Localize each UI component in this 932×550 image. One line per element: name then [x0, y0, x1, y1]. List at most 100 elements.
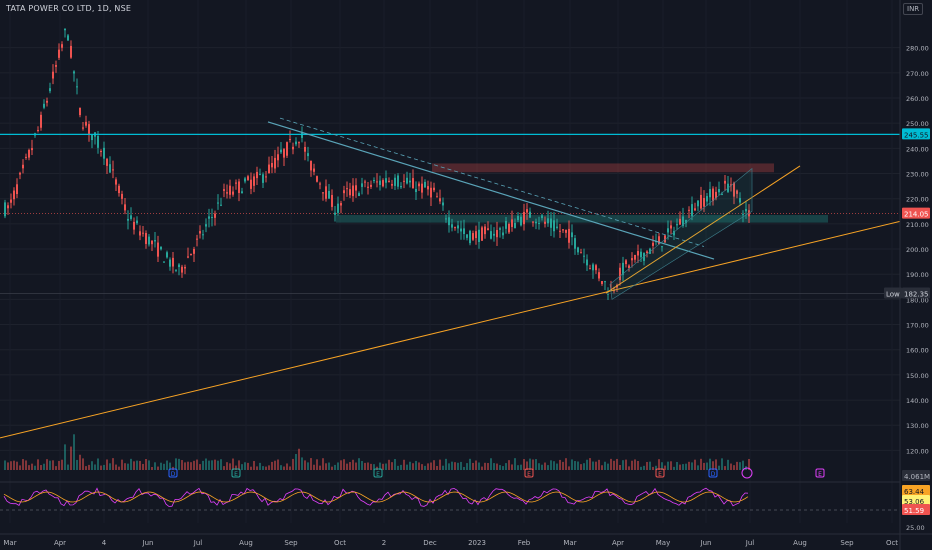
event-marker [231, 468, 241, 478]
volume-bar [673, 466, 675, 470]
candle-body [598, 272, 600, 279]
candle-body [121, 193, 123, 199]
candle-body [451, 224, 453, 228]
candle-body [13, 190, 15, 200]
candle-body [622, 262, 624, 275]
event-marker-letter: E [234, 471, 238, 478]
candle-body [379, 180, 381, 185]
volume-bar [160, 462, 162, 470]
volume-bar [274, 460, 276, 470]
volume-bar [310, 458, 312, 470]
volume-bar [100, 465, 102, 470]
candle-body [676, 224, 678, 226]
volume-bar [589, 458, 591, 470]
candle-body [592, 264, 594, 271]
candle-body [16, 184, 18, 195]
volume-bar [532, 459, 534, 470]
volume-bar [220, 459, 222, 470]
volume-bar [676, 461, 678, 470]
candle-body [142, 232, 144, 234]
candle-body [514, 222, 516, 229]
volume-bar [625, 459, 627, 470]
candle-body [322, 192, 324, 194]
candle-body [628, 265, 630, 269]
candle-body [130, 215, 132, 219]
candle-body [64, 29, 66, 31]
volume-bar [496, 463, 498, 470]
volume-bar [289, 466, 291, 470]
candle-body [178, 264, 180, 268]
candle-body [457, 225, 459, 229]
volume-bar [256, 466, 258, 470]
candle-body [580, 252, 582, 254]
volume-bar [190, 462, 192, 470]
price-tick-label: 180.00 [906, 296, 929, 304]
candle-body [256, 171, 258, 179]
candle-body [265, 176, 267, 178]
volume-bar [556, 463, 558, 470]
volume-bar [415, 460, 417, 470]
candle-body [703, 198, 705, 207]
candle-body [133, 221, 135, 230]
volume-bar [697, 465, 699, 470]
candle-body [358, 193, 360, 196]
downtrend-line [267, 121, 715, 260]
candle-body [307, 153, 309, 157]
long-uptrend-line [0, 220, 901, 439]
candle-body [385, 178, 387, 183]
candle-body [73, 71, 75, 74]
candle-body [376, 181, 378, 183]
volume-bar [685, 463, 687, 470]
candle-body [25, 156, 27, 158]
candle-body [532, 221, 534, 223]
volume-bar [613, 460, 615, 470]
currency-badge[interactable]: INR [903, 3, 924, 15]
candle-body [544, 221, 546, 224]
volume-bar [73, 434, 75, 470]
volume-bar [598, 459, 600, 470]
volume-bar [346, 463, 348, 470]
candle-body [490, 231, 492, 239]
volume-bar [688, 461, 690, 470]
candle-body [163, 261, 165, 263]
low-price-label-bg [902, 287, 930, 299]
volume-bar [340, 460, 342, 470]
time-tick-label: Sep [284, 539, 298, 547]
candle-body [412, 178, 414, 189]
volume-bar [409, 461, 411, 470]
price-tick-label: 130.00 [906, 422, 929, 430]
candle-body [352, 185, 354, 197]
volume-bar [535, 459, 537, 470]
volume-bar [388, 459, 390, 470]
volume-bar [469, 458, 471, 470]
time-tick-label: 4 [102, 539, 107, 547]
candle-body [505, 220, 507, 229]
volume-bar [49, 460, 51, 470]
rsi-signal-line [3, 491, 749, 503]
volume-bar [610, 458, 612, 470]
volume-bar [238, 460, 240, 470]
candle-body [208, 216, 210, 219]
volume-bar [349, 462, 351, 470]
volume-bar [118, 466, 120, 470]
volume-bar [154, 462, 156, 470]
candle-body [694, 208, 696, 211]
candle-body [736, 190, 738, 194]
candle-body [136, 220, 138, 224]
candle-body [685, 220, 687, 224]
volume-bar [10, 461, 12, 470]
candle-body [742, 213, 744, 215]
candle-body [373, 180, 375, 182]
candle-body [196, 238, 198, 240]
candle-body [88, 124, 90, 134]
candle-body [439, 198, 441, 202]
candle-body [259, 173, 261, 175]
candle-body [571, 232, 573, 238]
time-tick-label: Sep [840, 539, 854, 547]
volume-bar [214, 459, 216, 470]
candle-body [733, 182, 735, 197]
candle-body [445, 218, 447, 220]
price-tick-label: 270.00 [906, 70, 929, 78]
candle-body [268, 164, 270, 174]
